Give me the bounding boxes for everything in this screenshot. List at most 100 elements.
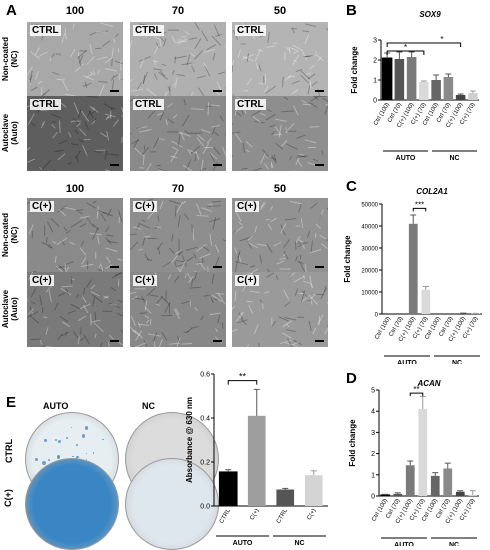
- y-tick-label: 0: [373, 98, 377, 105]
- petri-dish-cplus-auto: [25, 458, 119, 550]
- chart-title: ACAN: [416, 379, 440, 388]
- y-tick-label: 3: [371, 430, 375, 437]
- bar: [421, 289, 431, 314]
- stain-spot: [42, 461, 47, 466]
- x-tick-label: Ctrl (100): [374, 316, 392, 341]
- significance-bracket: [412, 207, 427, 212]
- group-label: AUTO: [394, 542, 414, 546]
- bar: [430, 475, 440, 496]
- bar: [393, 493, 403, 496]
- bar: [418, 409, 428, 496]
- stain-spot: [54, 439, 57, 442]
- stain-spot: [84, 426, 88, 430]
- significance-bracket: [386, 50, 425, 55]
- y-tick-label: 0: [371, 494, 375, 501]
- chart-c-col2a1: COL2A1 Fold change 0 10000 20000 30000 40000 50…: [343, 187, 482, 364]
- group-label: NC: [294, 540, 304, 547]
- group-label: AUTO: [397, 360, 417, 364]
- panel-a-row-label-auto: Autoclave (Auto): [1, 289, 19, 329]
- micrograph-label: C(+): [133, 275, 157, 286]
- micrograph-cplus-nc-100: C(+): [27, 198, 123, 273]
- group-label: NC: [452, 360, 462, 364]
- significance-marker: **: [239, 372, 247, 382]
- stain-spot: [56, 455, 60, 459]
- bar: [405, 465, 415, 496]
- y-tick-label: 0.6: [200, 372, 210, 379]
- panel-a-column-header-70-cplus: 70: [171, 183, 185, 195]
- micrograph-ctrl-auto-100: CTRL: [27, 96, 123, 171]
- bar: [419, 82, 429, 100]
- micrograph-label: C(+): [133, 201, 157, 212]
- y-tick-label: 0.2: [200, 460, 210, 467]
- micrograph-label: CTRL: [235, 99, 266, 110]
- bar: [381, 57, 393, 101]
- bar: [468, 494, 478, 496]
- scale-bar: [213, 164, 222, 166]
- micrograph-ctrl-nc-100: CTRL: [27, 22, 123, 97]
- micrograph-label: CTRL: [30, 99, 61, 110]
- y-axis-label: Fold change: [350, 46, 359, 94]
- scale-bar: [315, 90, 324, 92]
- bar: [406, 57, 417, 100]
- stain-spot: [102, 438, 104, 441]
- panel-a-column-header-50-cplus: 50: [273, 183, 287, 195]
- stain-spot: [58, 440, 62, 444]
- panel-a-row-label-nc: Non-coated (NC): [1, 213, 19, 257]
- chart-title: COL2A1: [416, 187, 448, 196]
- panel-a-column-header-50-ctrl: 50: [273, 5, 287, 17]
- y-tick-label: 40000: [361, 225, 378, 231]
- micrograph-label: CTRL: [30, 25, 61, 36]
- stain-spot: [34, 457, 38, 461]
- bar: [431, 80, 441, 100]
- panel-a-column-header-100-ctrl: 100: [65, 5, 85, 17]
- stain-spot: [70, 426, 72, 429]
- bar: [304, 475, 323, 506]
- y-tick-label: 0.4: [200, 416, 210, 423]
- x-tick-label: Ctrl (100): [373, 102, 391, 127]
- stain-spot: [43, 439, 47, 443]
- y-tick-label: 20000: [361, 269, 378, 275]
- panel-e-row-label-cplus: C(+): [2, 489, 13, 507]
- micrograph-label: CTRL: [133, 25, 164, 36]
- scale-bar: [315, 266, 324, 268]
- stain-spot: [48, 458, 51, 462]
- y-tick-label: 2: [371, 451, 375, 458]
- stain-spot: [71, 455, 74, 458]
- scale-bar: [315, 340, 324, 342]
- micrograph-label: C(+): [30, 201, 54, 212]
- bar: [276, 489, 295, 506]
- group-label: AUTO: [233, 540, 253, 547]
- micrograph-cplus-auto-70: C(+): [130, 272, 226, 347]
- bar: [455, 95, 466, 100]
- significance-marker: *: [404, 43, 407, 52]
- panel-c-letter: C: [346, 178, 357, 195]
- x-tick-label: C(+): [249, 508, 260, 521]
- micrograph-ctrl-nc-70: CTRL: [130, 22, 226, 97]
- y-axis-label: Absorbance @ 630 nm: [185, 397, 194, 483]
- y-tick-label: 10000: [361, 291, 378, 297]
- bar: [394, 59, 405, 100]
- y-tick-label: 3: [373, 38, 377, 45]
- panel-e-col-label-auto: AUTO: [43, 401, 69, 411]
- micrograph-ctrl-auto-70: CTRL: [130, 96, 226, 171]
- micrograph-label: C(+): [235, 275, 259, 286]
- significance-bracket: [386, 42, 462, 47]
- y-tick-label: 1: [373, 78, 377, 85]
- group-label: NC: [449, 542, 459, 546]
- stain-spot: [92, 452, 95, 454]
- stain-spot: [75, 444, 78, 447]
- stain-spot: [81, 434, 86, 438]
- panel-e-col-label-nc: NC: [142, 401, 155, 411]
- x-tick-label: CTRL: [276, 507, 289, 524]
- micrograph-label: CTRL: [235, 25, 266, 36]
- bar: [443, 77, 454, 100]
- bar: [455, 491, 465, 496]
- bar: [247, 415, 266, 506]
- micrograph-label: C(+): [30, 275, 54, 286]
- scale-bar: [110, 90, 119, 92]
- y-axis-label: Fold change: [348, 419, 357, 467]
- chart-title: SOX9: [419, 10, 441, 19]
- scale-bar: [110, 266, 119, 268]
